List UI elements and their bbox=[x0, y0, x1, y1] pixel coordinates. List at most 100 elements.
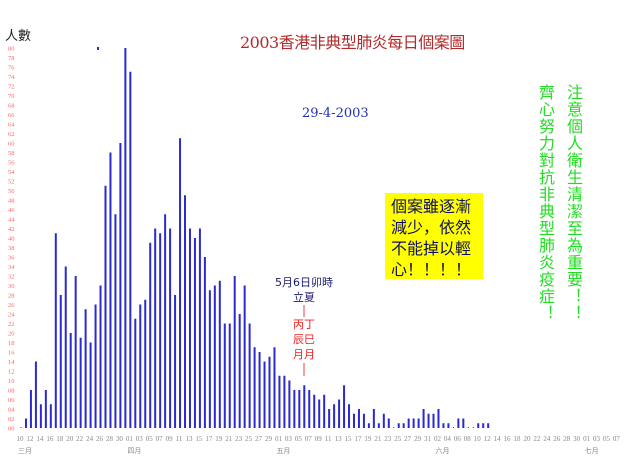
y-tick-label: 66 bbox=[8, 112, 15, 119]
y-tick-label: 76 bbox=[8, 65, 15, 72]
bar bbox=[248, 323, 251, 428]
bar bbox=[303, 385, 306, 428]
bar bbox=[79, 337, 82, 428]
bar bbox=[134, 318, 137, 428]
annotation-branch: 辰巳 bbox=[293, 333, 315, 346]
bar bbox=[184, 195, 187, 428]
y-tick-label: 00 bbox=[8, 426, 15, 433]
bar bbox=[159, 233, 162, 428]
month-label: 四月 bbox=[127, 447, 141, 455]
chart-title: 2003香港非典型肺炎每日個案圖 bbox=[240, 33, 465, 52]
slogan-right: 注意個人衛生清潔至為重要！！ bbox=[564, 84, 583, 322]
bar bbox=[129, 71, 132, 428]
bar bbox=[278, 375, 281, 428]
bar bbox=[59, 295, 62, 428]
x-tick-label: 22 bbox=[76, 435, 84, 443]
x-tick-label: 04 bbox=[444, 435, 452, 443]
notice-line: 不能掉以輕 bbox=[391, 239, 472, 258]
bar bbox=[39, 404, 42, 428]
notice-line: 心！！！！ bbox=[391, 260, 472, 279]
bar bbox=[24, 418, 27, 428]
y-tick-label: 72 bbox=[8, 84, 15, 91]
y-tick-label: 62 bbox=[8, 131, 15, 138]
y-tick-label: 24 bbox=[8, 312, 15, 319]
y-tick-label: 08 bbox=[8, 388, 15, 395]
y-tick-label: 34 bbox=[8, 264, 15, 271]
x-tick-label: 26 bbox=[96, 435, 104, 443]
bar bbox=[228, 323, 231, 428]
x-tick-label: 23 bbox=[235, 435, 243, 443]
bar bbox=[442, 423, 445, 428]
bar bbox=[263, 361, 266, 428]
bar bbox=[64, 266, 67, 428]
bar bbox=[407, 418, 410, 428]
bar bbox=[233, 276, 236, 428]
y-tick-label: 18 bbox=[8, 340, 15, 347]
y-tick-label: 14 bbox=[8, 359, 15, 366]
bar bbox=[447, 423, 450, 428]
y-tick-label: 02 bbox=[8, 416, 15, 423]
bar bbox=[258, 352, 261, 428]
bar bbox=[164, 214, 167, 428]
notice-box: 個案雖逐漸 減少，依然 不能掉以輕 心！！！！ bbox=[385, 193, 483, 279]
bar bbox=[273, 347, 276, 428]
x-tick-label: 28 bbox=[106, 435, 114, 443]
bar bbox=[34, 361, 37, 428]
bar bbox=[387, 418, 390, 428]
bar bbox=[288, 380, 291, 428]
x-tick-label: 12 bbox=[26, 435, 34, 443]
bar bbox=[119, 143, 122, 428]
bar bbox=[393, 427, 395, 428]
bar bbox=[124, 48, 127, 428]
bar bbox=[114, 214, 117, 428]
bar bbox=[377, 423, 380, 428]
y-tick-label: 68 bbox=[8, 103, 15, 110]
x-tick-label: 10 bbox=[474, 435, 482, 443]
bar bbox=[417, 418, 420, 428]
bar bbox=[144, 299, 147, 428]
bar bbox=[462, 418, 465, 428]
x-tick-label: 07 bbox=[613, 435, 621, 443]
bar bbox=[467, 427, 469, 428]
bar bbox=[109, 152, 112, 428]
x-tick-label: 26 bbox=[553, 435, 561, 443]
bar bbox=[54, 233, 57, 428]
bar bbox=[49, 404, 52, 428]
x-tick-label: 05 bbox=[146, 435, 154, 443]
y-tick-label: 10 bbox=[8, 378, 15, 385]
x-tick-label: 30 bbox=[116, 435, 124, 443]
bar bbox=[154, 228, 157, 428]
bar bbox=[437, 409, 440, 428]
bar bbox=[372, 409, 375, 428]
bar bbox=[313, 394, 316, 428]
bar bbox=[487, 423, 490, 428]
bar bbox=[99, 285, 102, 428]
bar bbox=[328, 409, 331, 428]
bar bbox=[318, 399, 321, 428]
y-tick-label: 06 bbox=[8, 397, 15, 404]
x-tick-label: 20 bbox=[66, 435, 74, 443]
x-tick-label: 03 bbox=[285, 435, 293, 443]
bar bbox=[367, 423, 370, 428]
x-tick-label: 05 bbox=[295, 435, 303, 443]
x-tick-label: 19 bbox=[215, 435, 223, 443]
bar bbox=[174, 295, 177, 428]
x-tick-label: 11 bbox=[325, 435, 332, 443]
bar bbox=[477, 423, 480, 428]
bar bbox=[362, 413, 365, 428]
bar bbox=[139, 304, 142, 428]
y-tick-label: 70 bbox=[8, 93, 15, 100]
x-tick-label: 24 bbox=[543, 435, 551, 443]
x-tick-label: 21 bbox=[225, 435, 233, 443]
x-tick-label: 18 bbox=[56, 435, 64, 443]
bar bbox=[457, 418, 460, 428]
bar bbox=[283, 375, 286, 428]
x-tick-label: 19 bbox=[364, 435, 372, 443]
y-tick-label: 80 bbox=[8, 46, 15, 53]
bar bbox=[20, 427, 22, 428]
x-tick-label: 16 bbox=[46, 435, 54, 443]
x-tick-label: 01 bbox=[126, 435, 134, 443]
bar bbox=[352, 413, 355, 428]
bar bbox=[253, 347, 256, 428]
